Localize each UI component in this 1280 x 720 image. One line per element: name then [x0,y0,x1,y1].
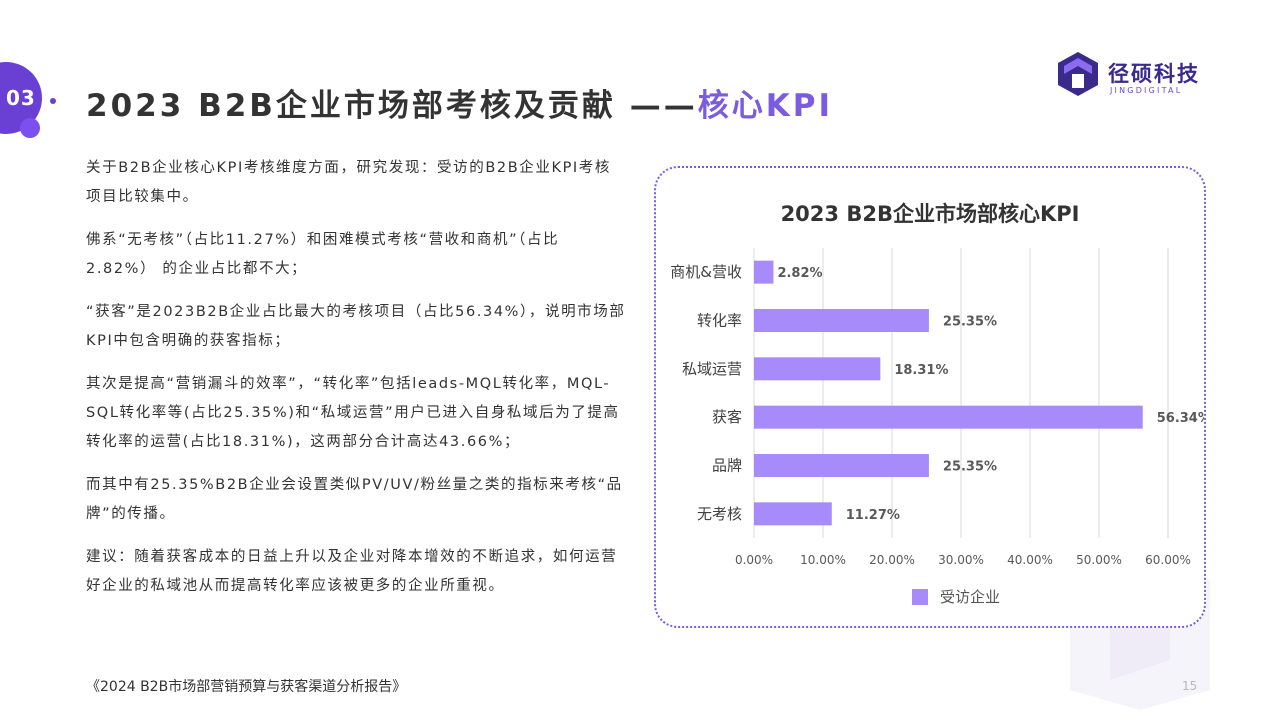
data-label: 25.35% [943,460,997,475]
category-label: 无考核 [697,505,742,523]
legend-label: 受访企业 [940,588,1001,606]
section-number: 03 [6,86,36,110]
x-tick-label: 60.00% [1145,553,1191,567]
section-badge-dot [20,118,40,138]
bar [754,502,832,526]
bar-chart: 0.00% 10.00% 20.00% 30.00% 40.00% 50.00% 60.00… [670,248,1204,567]
paragraph: 而其中有25.35%B2B企业会设置类似PV/UV/粉丝量之类的指标来考核“品牌… [86,477,623,522]
data-label: 18.31% [894,363,948,378]
x-tick-label: 20.00% [869,553,915,567]
x-tick-label: 30.00% [938,553,984,567]
data-label: 25.35% [943,315,997,330]
page-title: 2023 B2B企业市场部考核及贡献 ——核心KPI [86,80,833,125]
category-label: 私域运营 [682,360,742,378]
x-tick-label: 0.00% [735,553,773,567]
paragraph: 其次是提高“营销漏斗的效率”，“转化率”包括leads-MQL转化率，MQL-S… [86,376,620,450]
legend-swatch [912,588,928,605]
paragraph: 关于B2B企业核心KPI考核维度方面，研究发现：受访的B2B企业KPI考核项目比… [86,160,611,205]
category-label: 品牌 [712,457,742,475]
bar [754,405,1143,429]
bar [754,357,881,381]
title-bullet [50,98,56,104]
paragraph: 建议：随着获客成本的日益上升以及企业对降本增效的不断追求，如何运营好企业的私域池… [86,549,618,594]
category-label: 商机&营收 [670,263,742,281]
paragraph: “获客”是2023B2B企业占比最大的考核项目（占比56.34%），说明市场部K… [86,304,626,349]
page-title-main: 2023 B2B企业市场部考核及贡献 —— [86,88,698,124]
x-tick-label: 10.00% [800,553,846,567]
page-title-accent: 核心KPI [697,88,833,124]
paragraph: 佛系“无考核”（占比11.27%）和困难模式考核“营收和商机”（占比2.82%）… [86,232,560,277]
chart-title: 2023 B2B企业市场部核心KPI [780,202,1080,226]
bar [754,454,929,477]
report-source: 《2024 B2B市场部营销预算与获客渠道分析报告》 [86,679,407,695]
category-label: 获客 [712,408,742,426]
chart-card: 2023 B2B企业市场部核心KPI 0.00% 10.00% 20.00% 30.0… [654,166,1206,628]
chart-legend: 受访企业 [912,586,1000,607]
analysis-text: 关于B2B企业核心KPI考核维度方面，研究发现：受访的B2B企业KPI考核项目比… [86,154,626,615]
company-logo-icon [1058,52,1098,96]
x-tick-label: 50.00% [1076,553,1122,567]
data-label: 11.27% [846,508,900,523]
company-logo-name: 径硕科技 [1108,62,1200,86]
data-label: 56.34% [1157,411,1204,426]
bar [754,260,774,284]
company-logo-subname: JINGDIGITAL [1110,86,1183,95]
page-number: 15 [1182,679,1198,693]
data-label: 2.82% [777,266,822,281]
bar [754,309,929,332]
x-tick-label: 40.00% [1007,553,1053,567]
category-label: 转化率 [697,312,742,330]
